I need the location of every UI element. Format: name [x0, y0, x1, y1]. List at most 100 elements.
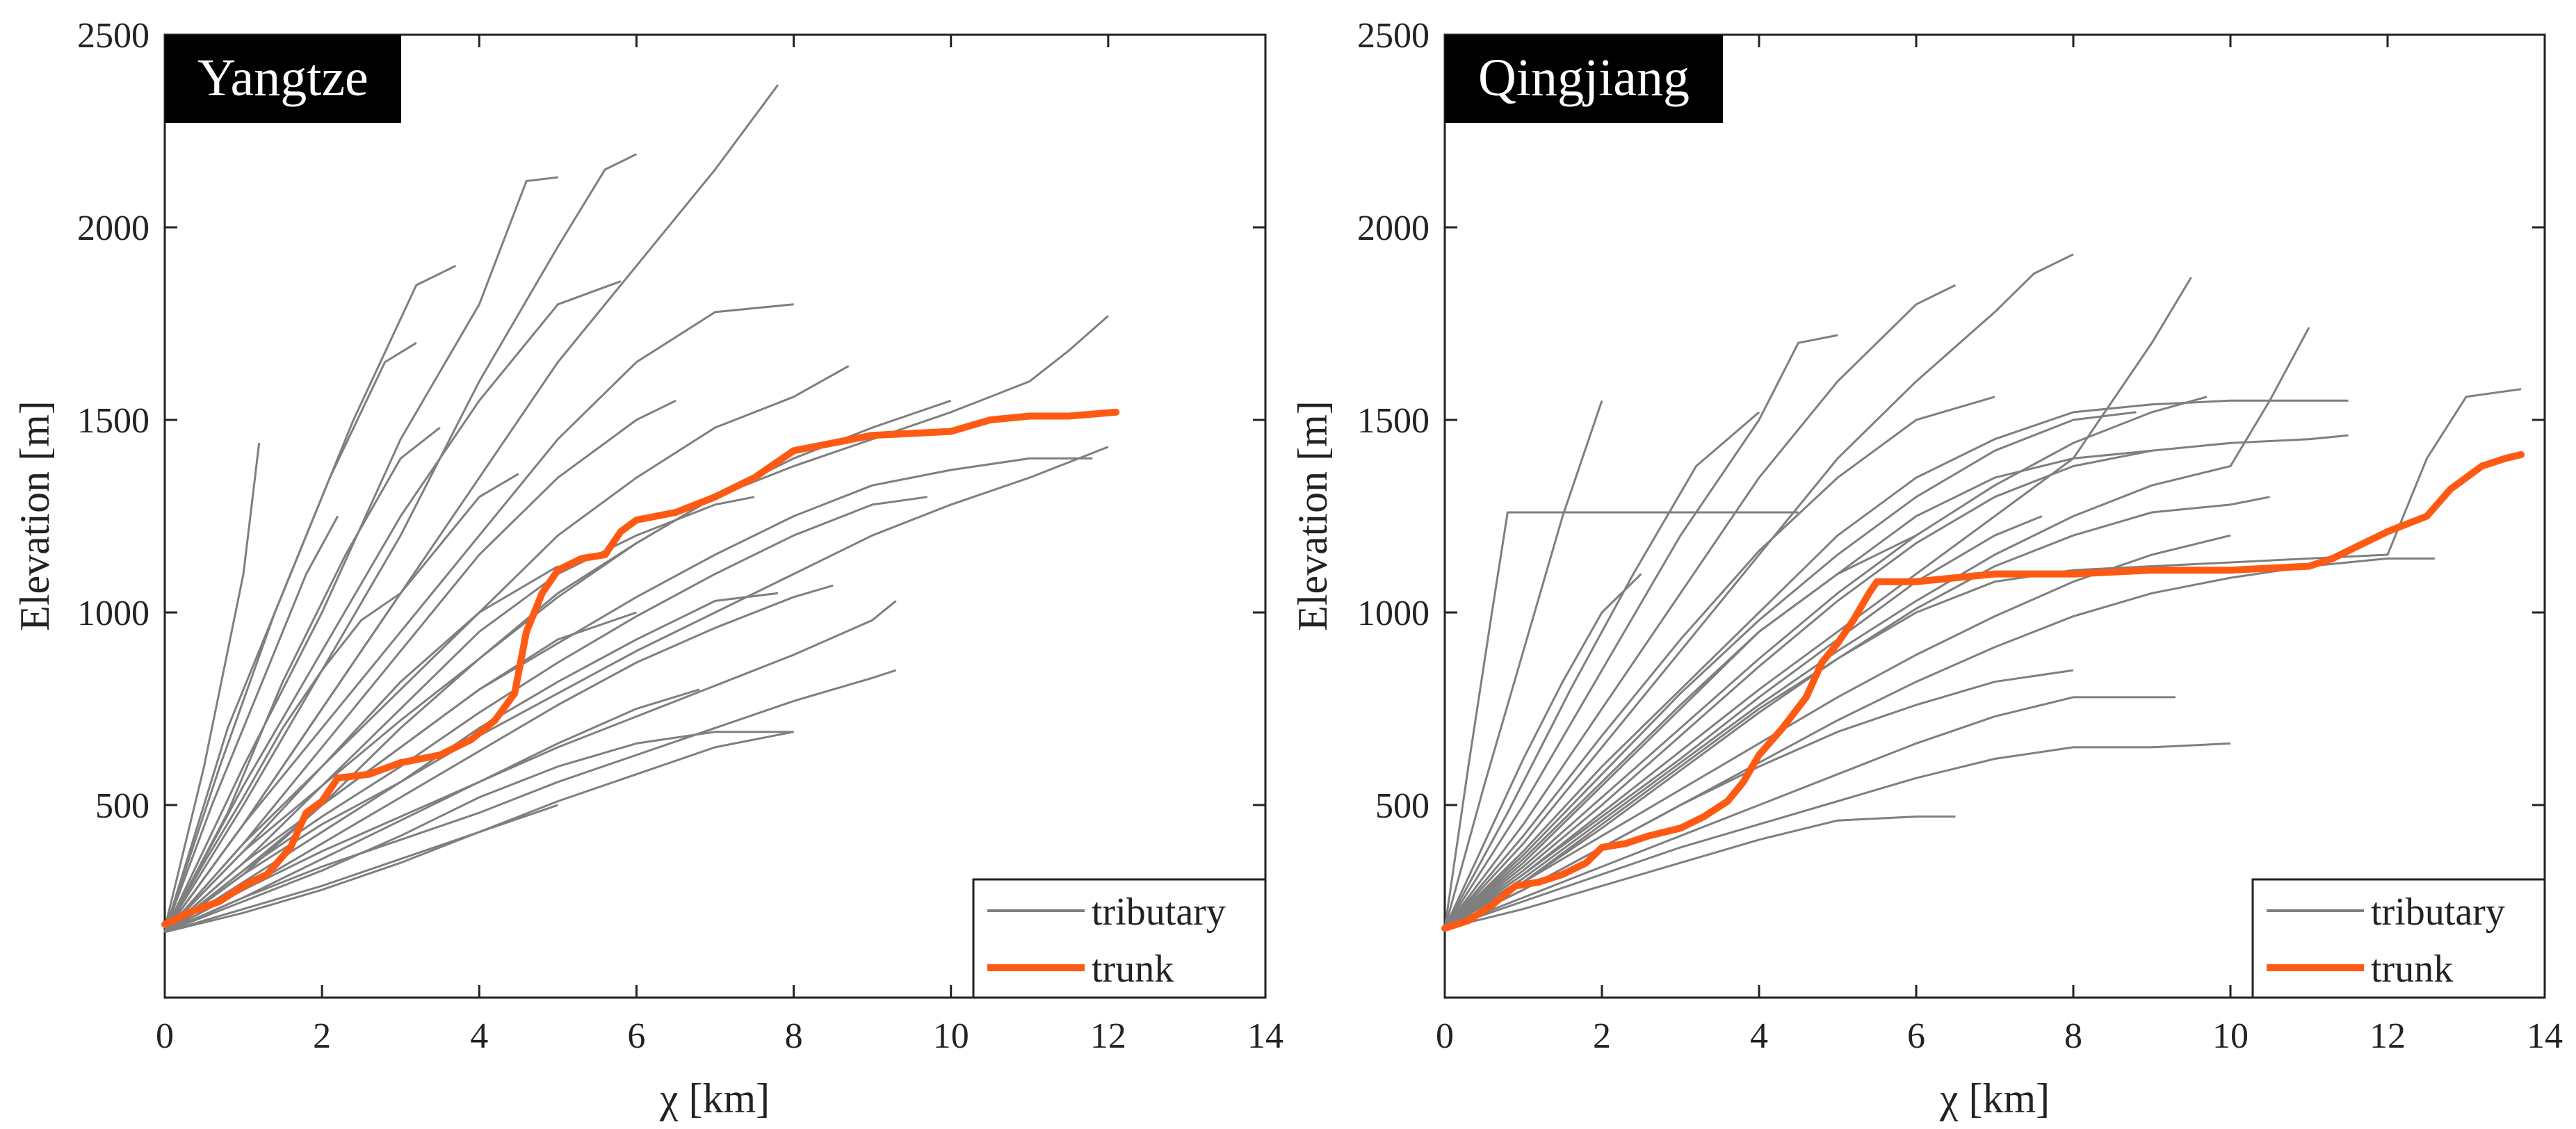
tributary-line	[1443, 511, 1799, 929]
x-tick-label: 0	[156, 1016, 174, 1056]
y-tick-label: 2500	[1357, 16, 1429, 56]
x-tick-label: 6	[1907, 1016, 1925, 1056]
y-tick-label: 1000	[77, 594, 149, 633]
axis-ticks: 0 2 4 6 8 10 12 14 500 1000 1500 2000 2500	[77, 16, 1283, 1056]
x-tick-label: 8	[785, 1016, 803, 1056]
y-tick-label: 1500	[77, 401, 149, 441]
tributary-line	[1444, 742, 2231, 929]
x-tick-label: 10	[933, 1016, 969, 1056]
tributary-line	[164, 446, 1109, 934]
tributary-line	[163, 341, 417, 933]
x-tick-label: 12	[2370, 1016, 2406, 1056]
x-tick-label: 2	[313, 1016, 331, 1056]
tributary-line	[163, 592, 402, 933]
tributary-line	[163, 365, 850, 933]
x-tick-label: 8	[2064, 1016, 2082, 1056]
panel-title: Qingjiang	[1478, 49, 1690, 107]
y-tick-label: 2000	[77, 209, 149, 248]
y-tick-label: 500	[1375, 786, 1429, 826]
y-tick-label: 1000	[1357, 594, 1429, 633]
tributary-line	[1443, 334, 1838, 929]
tributary-line	[164, 688, 700, 934]
legend-trunk-label: trunk	[1092, 948, 1174, 991]
panel-qingjiang: 0 2 4 6 8 10 12 14 500 1000 1500 2000 2500 Qingjiang…	[1290, 16, 2563, 1121]
legend-tributary-label: tributary	[2371, 891, 2505, 934]
tributary-line	[1444, 277, 2192, 929]
x-axis-label: χ [km]	[1939, 1075, 2050, 1121]
tributary-line	[1444, 815, 1956, 929]
tributary-line	[1443, 399, 2349, 929]
x-tick-label: 12	[1090, 1016, 1126, 1056]
legend: tributary trunk	[2251, 878, 2546, 999]
tributary-line	[1443, 400, 1603, 929]
legend-trunk-label: trunk	[2371, 948, 2453, 991]
x-tick-label: 4	[1750, 1016, 1768, 1056]
trunk-line-group	[161, 408, 1120, 928]
trunk-line	[161, 408, 1120, 928]
tributary-line	[163, 315, 1109, 933]
tributary-line	[1443, 396, 1995, 929]
x-tick-label: 2	[1593, 1016, 1611, 1056]
tributary-line	[1444, 396, 2208, 929]
tributary-line	[1443, 411, 2137, 929]
tributary-line	[164, 669, 897, 934]
trunk-line	[1441, 450, 2525, 932]
legend: tributary trunk	[972, 878, 1267, 999]
y-tick-label: 500	[95, 786, 149, 826]
plot-frame	[1443, 33, 2546, 999]
tributary-line	[163, 443, 261, 929]
y-axis-label: Elevation [m]	[1290, 400, 1336, 631]
title-box: Qingjiang	[1445, 35, 1723, 123]
tributary-line	[1444, 327, 2310, 929]
x-tick-label: 14	[2527, 1016, 2563, 1056]
legend-tributary-label: tributary	[1092, 891, 1226, 934]
tributary-line	[1443, 253, 2074, 929]
tributary-lines	[1443, 253, 2522, 929]
tributary-line	[1444, 496, 2270, 929]
tributary-line	[163, 176, 558, 933]
tributary-line	[163, 565, 559, 933]
y-axis-label: Elevation [m]	[12, 400, 58, 631]
tributary-line	[1444, 534, 1917, 929]
x-tick-label: 14	[1247, 1016, 1283, 1056]
tributary-lines	[163, 84, 1109, 934]
x-tick-label: 0	[1436, 1016, 1454, 1056]
tributary-line	[163, 515, 339, 933]
x-tick-label: 4	[470, 1016, 488, 1056]
axis-ticks: 0 2 4 6 8 10 12 14 500 1000 1500 2000 2500	[1357, 16, 2563, 1056]
tributary-line	[1443, 411, 1760, 929]
panel-yangtze: 0 2 4 6 8 10 12 14 500 1000 1500 2000 2500 Yangtze χ…	[12, 16, 1283, 1121]
tributary-line	[1444, 449, 2153, 929]
title-box: Yangtze	[165, 35, 401, 123]
tributary-line	[163, 303, 794, 933]
tributary-line	[164, 496, 755, 933]
tributary-line	[164, 731, 794, 934]
tributary-line	[164, 592, 779, 934]
tributary-line	[164, 584, 834, 934]
x-tick-label: 10	[2212, 1016, 2249, 1056]
tributary-line	[1444, 515, 2043, 929]
tributary-line	[1444, 696, 2176, 929]
trunk-line-group	[1441, 450, 2525, 932]
tributary-line	[163, 280, 622, 933]
tributary-line	[163, 399, 677, 933]
legend-box	[2251, 878, 2546, 999]
tributary-line	[1444, 434, 2349, 929]
tributary-line	[164, 600, 897, 934]
legend-box	[972, 878, 1267, 999]
tributary-line	[1443, 284, 1957, 929]
tributary-line	[164, 496, 928, 933]
panel-title: Yangtze	[197, 49, 368, 107]
x-axis-label: χ [km]	[659, 1075, 770, 1121]
plot-frame	[163, 33, 1267, 999]
tributary-line	[163, 153, 638, 933]
tributary-line	[1443, 573, 1642, 929]
y-tick-label: 1500	[1357, 401, 1429, 441]
tributary-line	[164, 804, 558, 934]
title-background	[165, 35, 401, 123]
y-tick-label: 2000	[1357, 209, 1429, 248]
x-tick-label: 6	[627, 1016, 645, 1056]
tributary-line	[164, 611, 637, 933]
tributary-line	[163, 426, 441, 933]
